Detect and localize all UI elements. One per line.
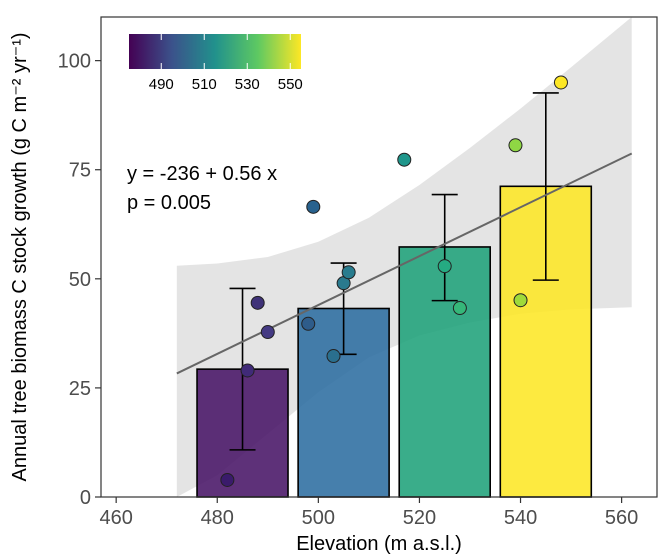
data-point-10 [437, 259, 452, 274]
x-tick-label-0: 460 [99, 507, 132, 529]
y-tick-label-3: 75 [69, 160, 91, 182]
data-point-12 [508, 138, 523, 153]
data-point-5 [306, 199, 321, 214]
colorbar-label-2: 530 [235, 76, 260, 93]
colorbar-gradient [129, 34, 301, 69]
data-point-6 [326, 349, 341, 364]
data-point-11 [452, 301, 467, 316]
colorbar: 490 510 530 550 [129, 34, 303, 93]
data-point-9 [397, 152, 412, 167]
y-tick-label-4: 100 [58, 51, 91, 73]
data-points [220, 75, 568, 487]
x-tick-label-1: 480 [201, 507, 234, 529]
regression-line [176, 152, 633, 375]
colorbar-label-3: 550 [278, 76, 303, 93]
data-point-4 [301, 316, 316, 331]
data-point-14 [553, 75, 568, 90]
x-axis-title: Elevation (m a.s.l.) [296, 533, 462, 555]
error-bar-3 [532, 92, 559, 281]
y-axis-title: Annual tree biomass C stock growth (g C … [9, 32, 31, 481]
colorbar-label-1: 510 [192, 76, 217, 93]
panel-border [100, 16, 658, 498]
data-point-13 [513, 293, 528, 308]
axes: 460 480 500 520 540 560 0 25 50 75 100 [58, 16, 658, 529]
colorbar-label-0: 490 [149, 76, 174, 93]
data-point-0 [220, 472, 235, 487]
x-tick-label-2: 500 [302, 507, 335, 529]
y-tick-label-1: 25 [69, 378, 91, 400]
data-point-8 [341, 265, 356, 280]
y-tick-label-2: 50 [69, 269, 91, 291]
x-tick-label-4: 540 [504, 507, 537, 529]
error-bar-2 [431, 193, 458, 302]
x-tick-label-3: 520 [403, 507, 436, 529]
y-tick-label-0: 0 [80, 487, 91, 509]
x-tick-label-5: 560 [605, 507, 638, 529]
p-value-annotation: p = 0.005 [127, 192, 211, 214]
equation-annotation: y = -236 + 0.56 x [127, 163, 277, 185]
data-point-2 [250, 295, 265, 310]
data-point-1 [240, 363, 255, 378]
data-point-3 [260, 325, 275, 340]
